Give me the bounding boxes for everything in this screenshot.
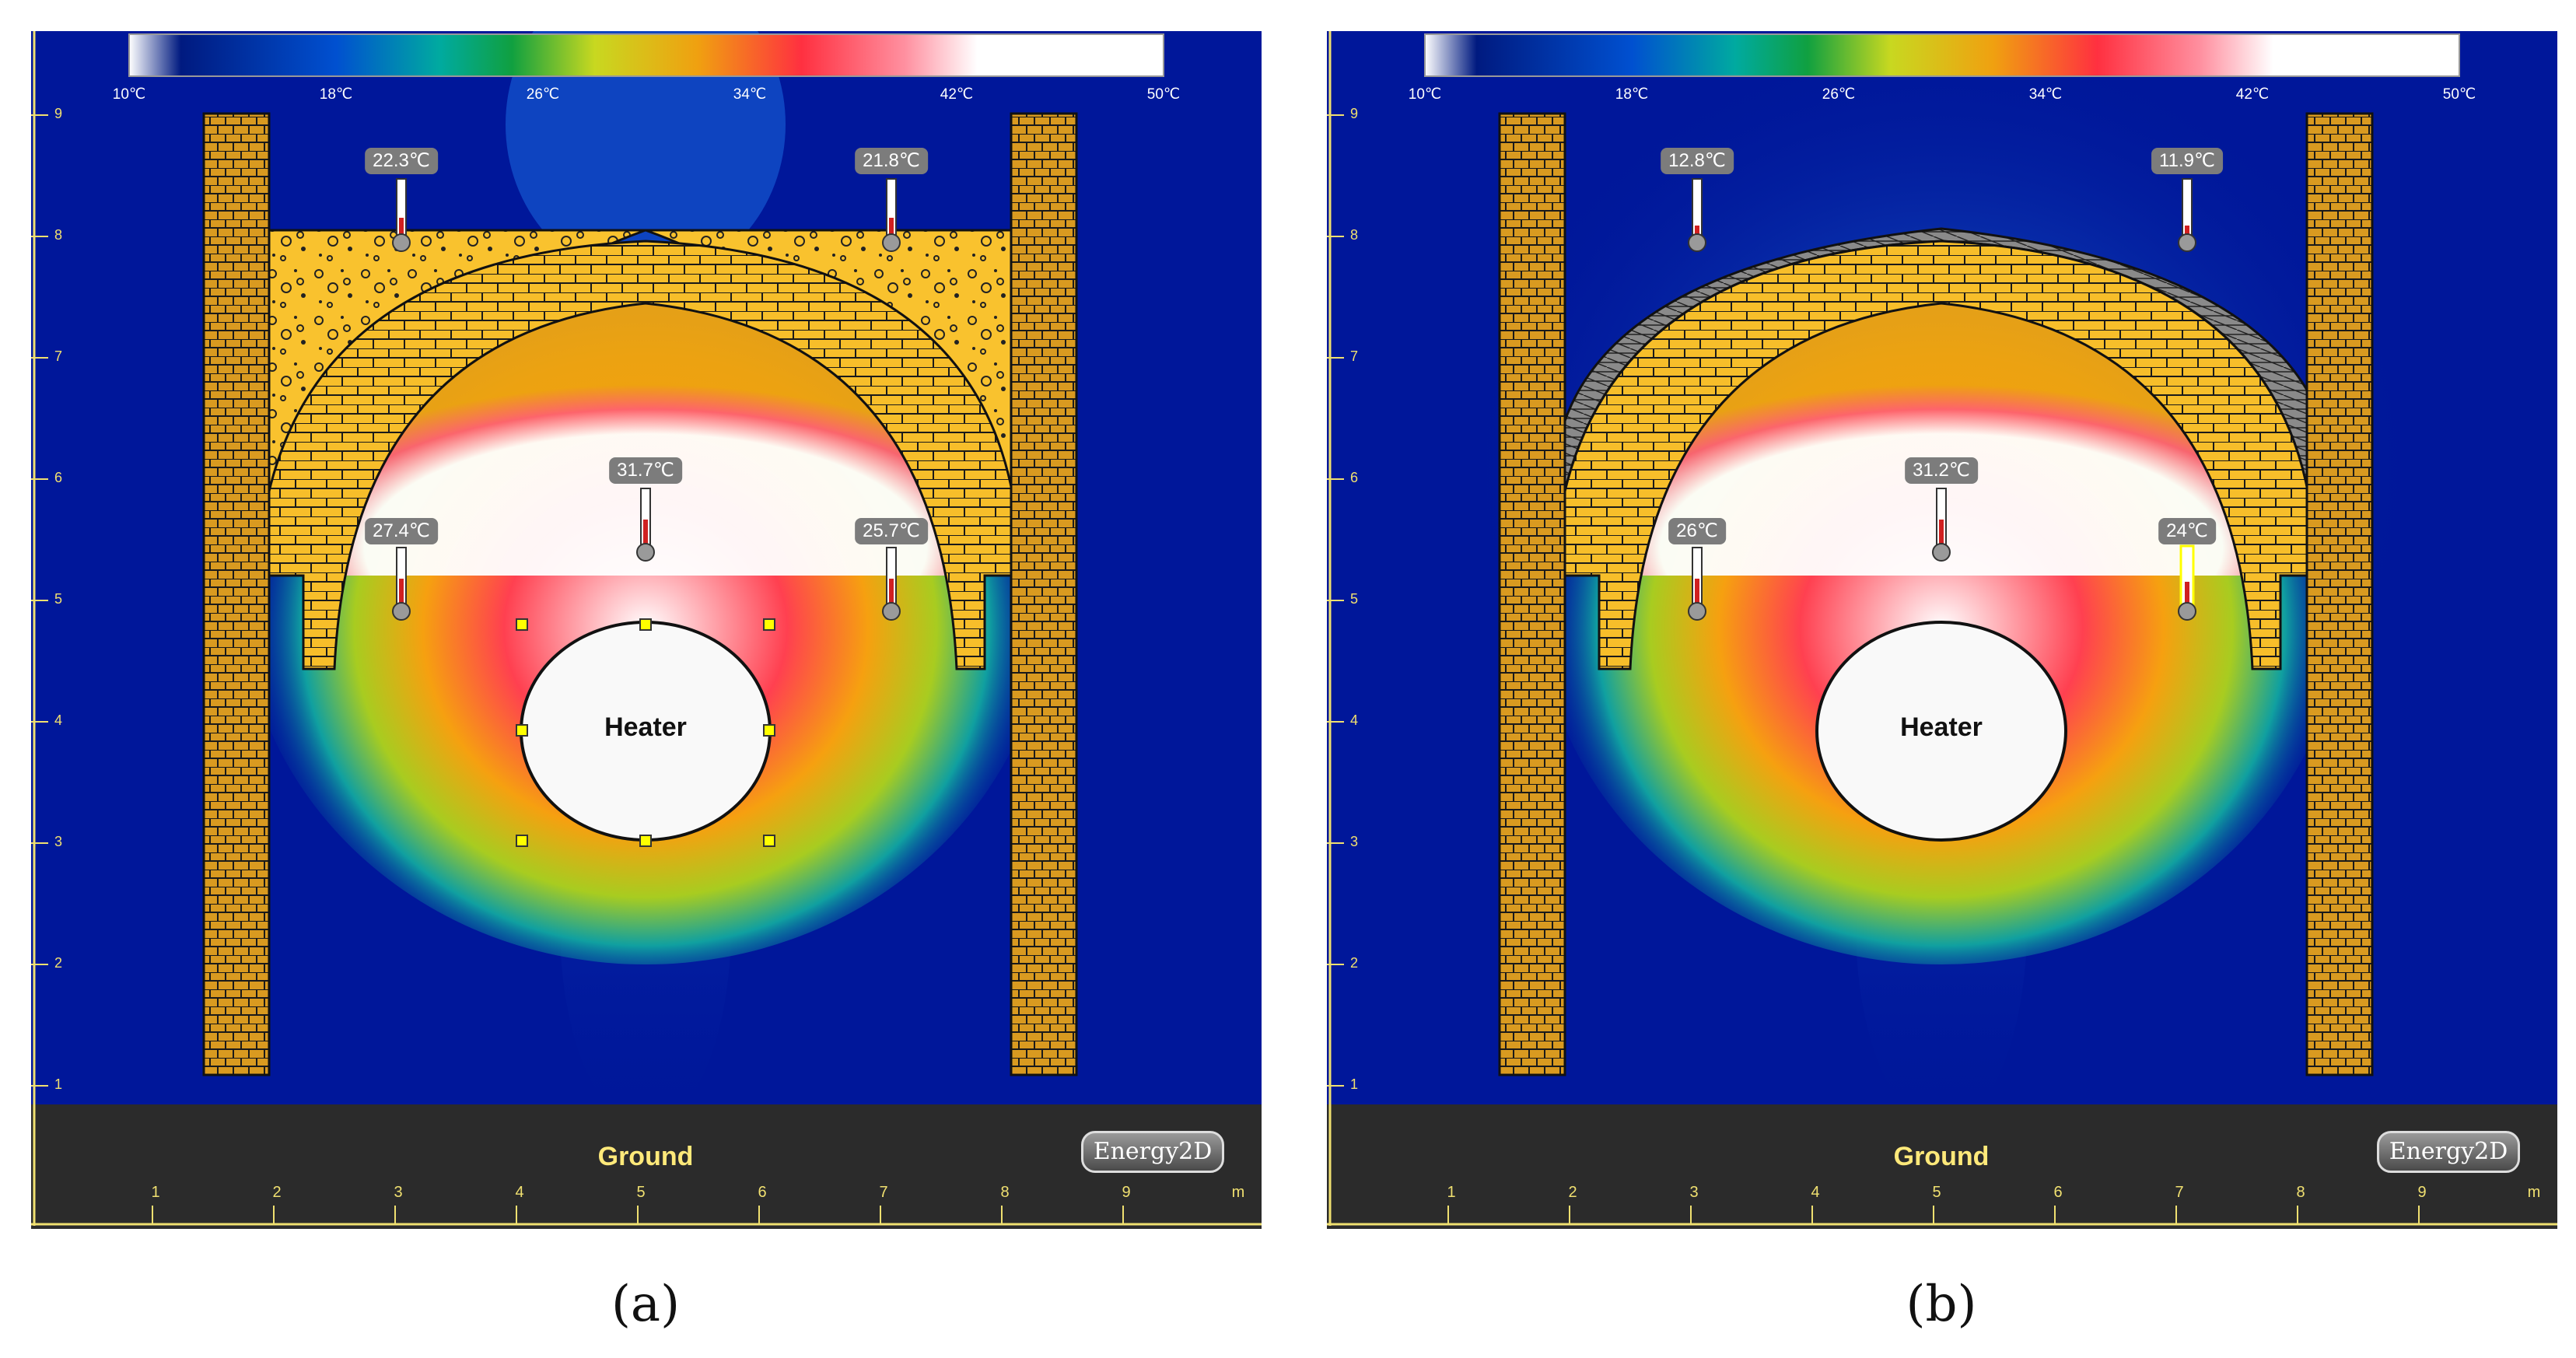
thermometer-reading: 27.4℃ — [365, 518, 438, 544]
x-axis-tick: 6 — [758, 1184, 767, 1201]
simulation-panel-a: 10℃ 18℃ 26℃ 34℃ 42℃ 50℃ 22.3℃ 21.8℃ 31.7… — [31, 31, 1262, 1229]
colorbar-label: 26℃ — [1822, 86, 1856, 103]
colorbar-label: 50℃ — [2442, 86, 2476, 103]
y-axis-tick: 7 — [1350, 348, 1359, 364]
colorbar-label: 34℃ — [733, 86, 767, 103]
colorbar-label: 34℃ — [2028, 86, 2063, 103]
x-axis-tick: 7 — [879, 1184, 888, 1201]
thermometer-icon[interactable] — [2178, 544, 2196, 621]
x-axis-unit: m — [1231, 1184, 1245, 1201]
y-axis-tick: 2 — [54, 955, 63, 971]
brick-arch — [1559, 240, 2313, 670]
thermometer-reading: 22.3℃ — [365, 148, 438, 174]
thermometer-icon[interactable] — [2178, 178, 2196, 252]
x-axis-tick: 7 — [2175, 1184, 2184, 1201]
thermometer-reading: 31.7℃ — [609, 457, 682, 484]
right-pillar — [2305, 112, 2374, 1076]
x-axis-tick: 8 — [1000, 1184, 1010, 1201]
colorbar-label: 18℃ — [1615, 86, 1649, 103]
y-axis-tick: 1 — [1350, 1076, 1359, 1092]
ground-label: Ground — [1893, 1142, 1990, 1171]
thermometer-icon[interactable] — [882, 178, 901, 252]
left-pillar — [1498, 112, 1566, 1076]
x-axis-tick: 4 — [1811, 1184, 1820, 1201]
y-axis-tick: 3 — [1350, 834, 1359, 849]
x-axis-tick: 5 — [636, 1184, 646, 1201]
energy2d-logo: Energy2D — [2377, 1131, 2520, 1173]
x-axis-tick: 2 — [1568, 1184, 1577, 1201]
colorbar-label: 42℃ — [940, 86, 974, 103]
heat-field-view-b — [1327, 31, 2557, 1229]
energy2d-logo: Energy2D — [1081, 1131, 1224, 1173]
y-axis-tick: 9 — [1350, 106, 1359, 121]
x-axis-tick: 9 — [1122, 1184, 1131, 1201]
left-pillar — [202, 112, 271, 1076]
thermometer-icon[interactable] — [392, 547, 411, 621]
y-axis-tick: 4 — [1350, 712, 1359, 728]
colorbar — [128, 33, 1164, 77]
x-axis-tick: 3 — [1689, 1184, 1699, 1201]
y-axis-tick: 5 — [54, 591, 63, 607]
thermometer-reading: 11.9℃ — [2151, 148, 2223, 174]
heater-label: Heater — [604, 712, 687, 742]
y-axis-tick: 5 — [1350, 591, 1359, 607]
colorbar-label: 18℃ — [319, 86, 353, 103]
heater-shape[interactable] — [1815, 621, 2067, 842]
thermometer-icon[interactable] — [636, 488, 655, 562]
x-axis-tick: 8 — [2296, 1184, 2305, 1201]
y-axis-tick: 7 — [54, 348, 63, 364]
y-axis-tick: 6 — [54, 470, 63, 485]
colorbar-label: 50℃ — [1146, 86, 1181, 103]
thermometer-icon[interactable] — [1688, 547, 1706, 621]
x-axis-tick: 1 — [1447, 1184, 1456, 1201]
thermometer-icon[interactable] — [1688, 178, 1706, 252]
colorbar-label: 26℃ — [526, 86, 560, 103]
colorbar-label: 10℃ — [1408, 86, 1442, 103]
panel-caption-a: (a) — [611, 1276, 681, 1333]
brick-arch — [263, 240, 1017, 670]
right-pillar — [1010, 112, 1078, 1076]
y-axis-tick: 8 — [54, 227, 63, 243]
ground — [31, 1104, 1262, 1229]
x-axis-unit: m — [2527, 1184, 2541, 1201]
thermometer-reading: 31.2℃ — [1905, 457, 1978, 484]
y-axis-tick: 8 — [1350, 227, 1359, 243]
thermometer-reading: 12.8℃ — [1661, 148, 1734, 174]
thermometer-icon[interactable] — [392, 178, 411, 252]
thermometer-reading: 21.8℃ — [855, 148, 928, 174]
y-axis-tick: 4 — [54, 712, 63, 728]
x-axis-tick: 9 — [2417, 1184, 2427, 1201]
x-axis-tick: 5 — [1932, 1184, 1941, 1201]
thermometer-icon[interactable] — [1932, 488, 1951, 562]
thermometer-reading: 24℃ — [2158, 518, 2216, 544]
selection-handles[interactable] — [516, 618, 775, 847]
thermometer-reading: 26℃ — [1668, 518, 1726, 544]
x-axis-tick: 1 — [151, 1184, 160, 1201]
simulation-panel-b: 10℃ 18℃ 26℃ 34℃ 42℃ 50℃ 12.8℃ 11.9℃ 31.2… — [1327, 31, 2557, 1229]
ground-label: Ground — [597, 1142, 694, 1171]
heat-field-view-a — [31, 31, 1262, 1229]
thermometer-reading: 25.7℃ — [855, 518, 928, 544]
ground — [1327, 1104, 2557, 1229]
panel-caption-b: (b) — [1906, 1276, 1977, 1333]
colorbar — [1424, 33, 2460, 77]
x-axis-tick: 6 — [2053, 1184, 2063, 1201]
y-axis-tick: 3 — [54, 834, 63, 849]
y-axis-tick: 9 — [54, 106, 63, 121]
y-axis-tick: 2 — [1350, 955, 1359, 971]
y-axis-tick: 6 — [1350, 470, 1359, 485]
heater-label: Heater — [1900, 712, 1983, 742]
colorbar-label: 10℃ — [112, 86, 146, 103]
x-axis-tick: 3 — [394, 1184, 403, 1201]
thermometer-icon[interactable] — [882, 547, 901, 621]
y-axis-tick: 1 — [54, 1076, 63, 1092]
colorbar-label: 42℃ — [2235, 86, 2270, 103]
x-axis-tick: 4 — [515, 1184, 524, 1201]
x-axis-tick: 2 — [272, 1184, 282, 1201]
